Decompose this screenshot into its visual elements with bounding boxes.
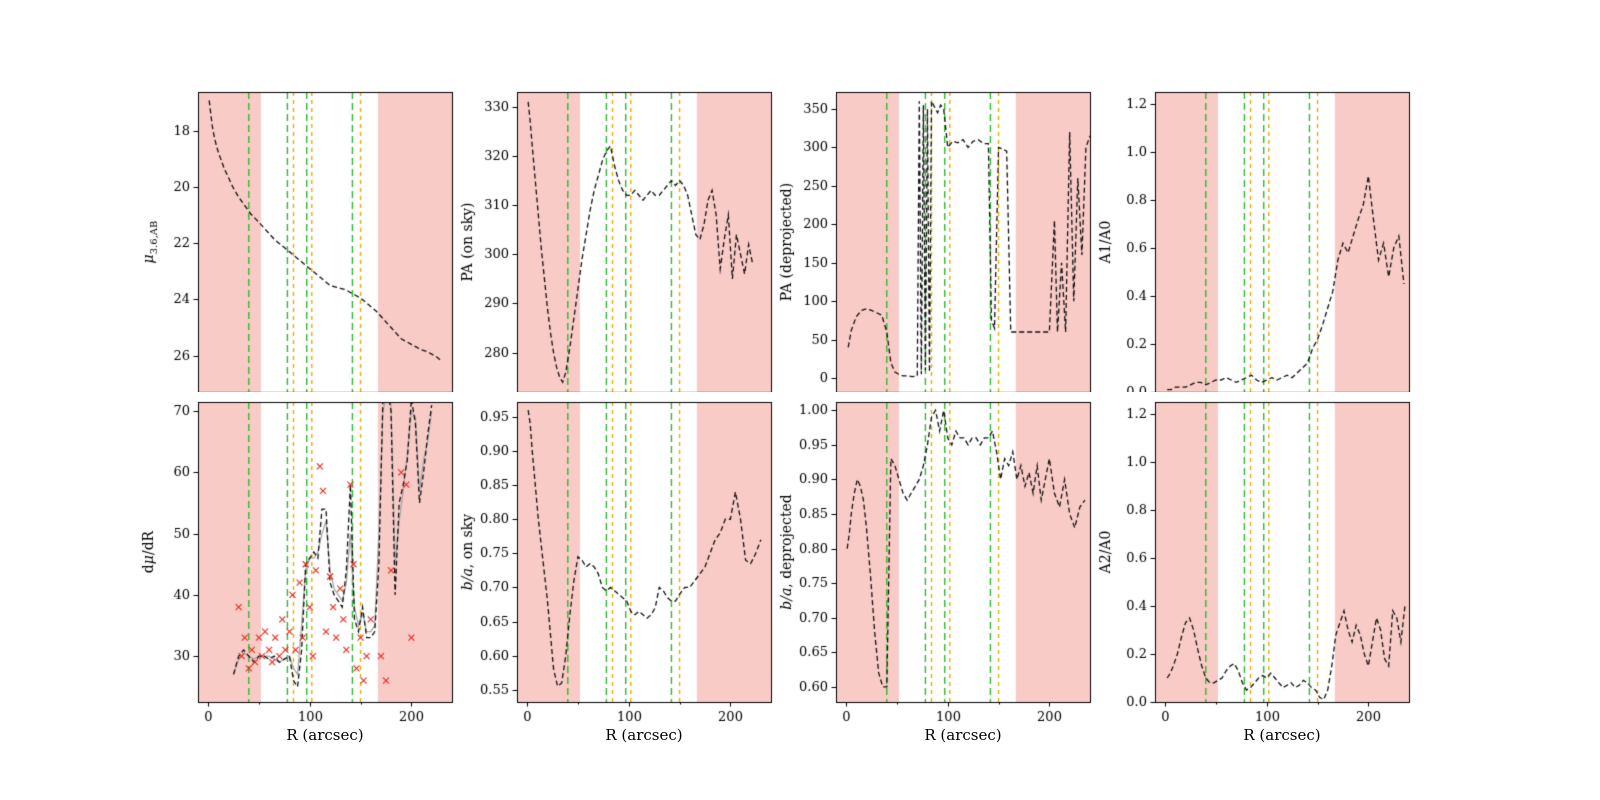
x-axis-label: R (arcsec) [1243, 726, 1321, 744]
a2a0-canvas [1097, 392, 1416, 732]
pa-sky-canvas [459, 82, 778, 402]
dmu-dr-canvas [140, 392, 459, 732]
ba-sky-canvas [459, 392, 778, 732]
subplot-pa-deprojected [778, 82, 1097, 402]
x-axis-label: R (arcsec) [924, 726, 1002, 744]
mu-profile-canvas [140, 82, 459, 402]
subplot-pa-sky [459, 82, 778, 402]
a1a0-canvas [1097, 82, 1416, 402]
subplot-ba-sky [459, 392, 778, 732]
subplot-a1a0 [1097, 82, 1416, 402]
subplot-mu-profile [140, 82, 459, 402]
x-axis-label: R (arcsec) [286, 726, 364, 744]
x-axis-label: R (arcsec) [605, 726, 683, 744]
subplot-dmu-dr [140, 392, 459, 732]
ba-deprojected-canvas [778, 392, 1097, 732]
pa-deprojected-canvas [778, 82, 1097, 402]
subplot-ba-deprojected [778, 392, 1097, 732]
subplot-a2a0 [1097, 392, 1416, 732]
